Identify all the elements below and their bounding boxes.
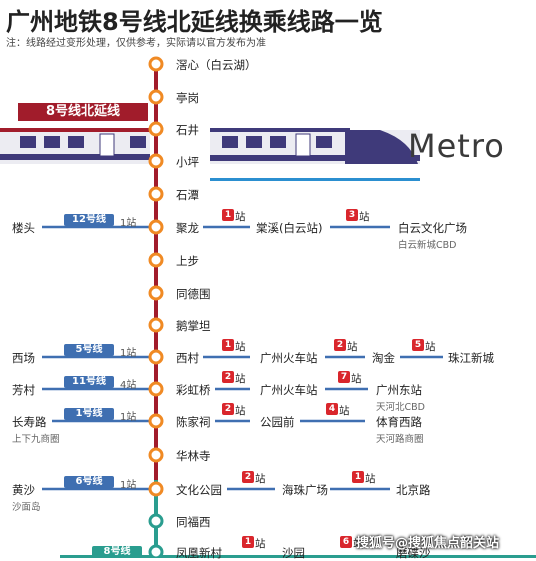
station-label: 陈家祠 xyxy=(176,415,211,429)
stop-number: 1 xyxy=(352,471,364,483)
stop-unit: 站 xyxy=(359,211,370,223)
station-label: 文化公园 xyxy=(176,483,222,497)
line-badge: 12号线 xyxy=(64,214,114,226)
station-label: 石井 xyxy=(176,123,199,137)
station-markers xyxy=(148,56,164,558)
stop-unit: 站 xyxy=(351,373,362,385)
station-label: 彩虹桥 xyxy=(176,383,211,397)
transfer-station: 长寿路 xyxy=(12,415,47,429)
stop-number: 1 xyxy=(222,209,234,221)
transfer-lines xyxy=(42,225,443,491)
stop-number: 2 xyxy=(242,471,254,483)
station-label: 同德围 xyxy=(176,287,211,301)
stop-count: 1站 xyxy=(120,480,137,491)
page-title: 广州地铁8号线北延线换乘线路一览 xyxy=(6,8,383,36)
stop-number: 2 xyxy=(222,371,234,383)
station-label: 鹅掌坦 xyxy=(176,319,211,333)
watermark: 搜狐号@搜狐焦点韶关站 xyxy=(356,536,500,551)
transfer-station: 芳村 xyxy=(12,383,35,397)
station-label: 同福西 xyxy=(176,515,211,529)
station-label: 华林寺 xyxy=(176,449,211,463)
stop-number: 3 xyxy=(346,209,358,221)
transfer-sub: 上下九商圈 xyxy=(12,434,60,445)
route-station: 广州东站 xyxy=(376,383,422,397)
stop-unit: 站 xyxy=(235,341,246,353)
stop-unit: 站 xyxy=(255,473,266,485)
station-label: 滘心（白云湖） xyxy=(176,58,257,72)
route-station: 海珠广场 xyxy=(282,483,328,497)
station-label: 上步 xyxy=(176,254,199,268)
station-label: 凤凰新村 xyxy=(176,546,222,560)
line-badge: 8号线 xyxy=(92,546,142,558)
stop-count: 1站 xyxy=(120,218,137,229)
stop-number: 6 xyxy=(340,536,352,548)
disclaimer-note: 注：线路经过变形处理，仅供参考，实际请以官方发布为准 xyxy=(6,38,266,49)
line-badge: 5号线 xyxy=(64,344,114,356)
route-station: 沙园 xyxy=(282,546,305,560)
stop-unit: 站 xyxy=(255,538,266,550)
route-station: 淘金 xyxy=(372,351,395,365)
stop-unit: 站 xyxy=(235,211,246,223)
transfer-sub: 沙面岛 xyxy=(12,502,41,513)
stop-count: 1站 xyxy=(120,412,137,423)
stop-unit: 站 xyxy=(347,341,358,353)
stop-unit: 站 xyxy=(365,473,376,485)
station-label: 聚龙 xyxy=(176,221,199,235)
metro-logo: Metro xyxy=(408,127,505,165)
route-station: 珠江新城 xyxy=(448,351,494,365)
stop-number: 1 xyxy=(242,536,254,548)
line-tag: 8号线北延线 xyxy=(18,103,148,121)
line-badge: 1号线 xyxy=(64,408,114,420)
line-badge: 6号线 xyxy=(64,476,114,488)
route-sub: 天河北CBD xyxy=(376,402,425,413)
stop-count: 4站 xyxy=(120,380,137,391)
route-sub: 白云新城CBD xyxy=(398,240,457,251)
route-station: 白云文化广场 xyxy=(398,221,467,235)
route-station: 广州火车站 xyxy=(260,351,318,365)
stop-number: 7 xyxy=(338,371,350,383)
stop-unit: 站 xyxy=(425,341,436,353)
station-label: 西村 xyxy=(176,351,199,365)
route-sub: 天河路商圈 xyxy=(376,434,424,445)
route-station: 棠溪(白云站) xyxy=(256,221,323,235)
stop-unit: 站 xyxy=(235,373,246,385)
route-station: 公园前 xyxy=(260,415,295,429)
route-station: 北京路 xyxy=(396,483,431,497)
stop-number: 5 xyxy=(412,339,424,351)
route-station: 广州火车站 xyxy=(260,383,318,397)
train-illustration xyxy=(0,128,420,181)
transfer-station: 黄沙 xyxy=(12,483,35,497)
route-station: 磨碟沙 xyxy=(396,546,431,560)
stop-unit: 站 xyxy=(339,405,350,417)
stop-number: 4 xyxy=(326,403,338,415)
station-label: 亭岗 xyxy=(176,91,199,105)
stop-count: 1站 xyxy=(120,348,137,359)
transfer-station: 楼头 xyxy=(12,221,35,235)
station-label: 小坪 xyxy=(176,155,199,169)
stop-unit: 站 xyxy=(353,538,364,550)
stop-number: 2 xyxy=(222,403,234,415)
line-badge: 11号线 xyxy=(64,376,114,388)
stop-number: 1 xyxy=(222,339,234,351)
station-label: 石潭 xyxy=(176,188,199,202)
stop-unit: 站 xyxy=(235,405,246,417)
transfer-station: 西场 xyxy=(12,351,35,365)
route-station: 体育西路 xyxy=(376,415,422,429)
stop-number: 2 xyxy=(334,339,346,351)
